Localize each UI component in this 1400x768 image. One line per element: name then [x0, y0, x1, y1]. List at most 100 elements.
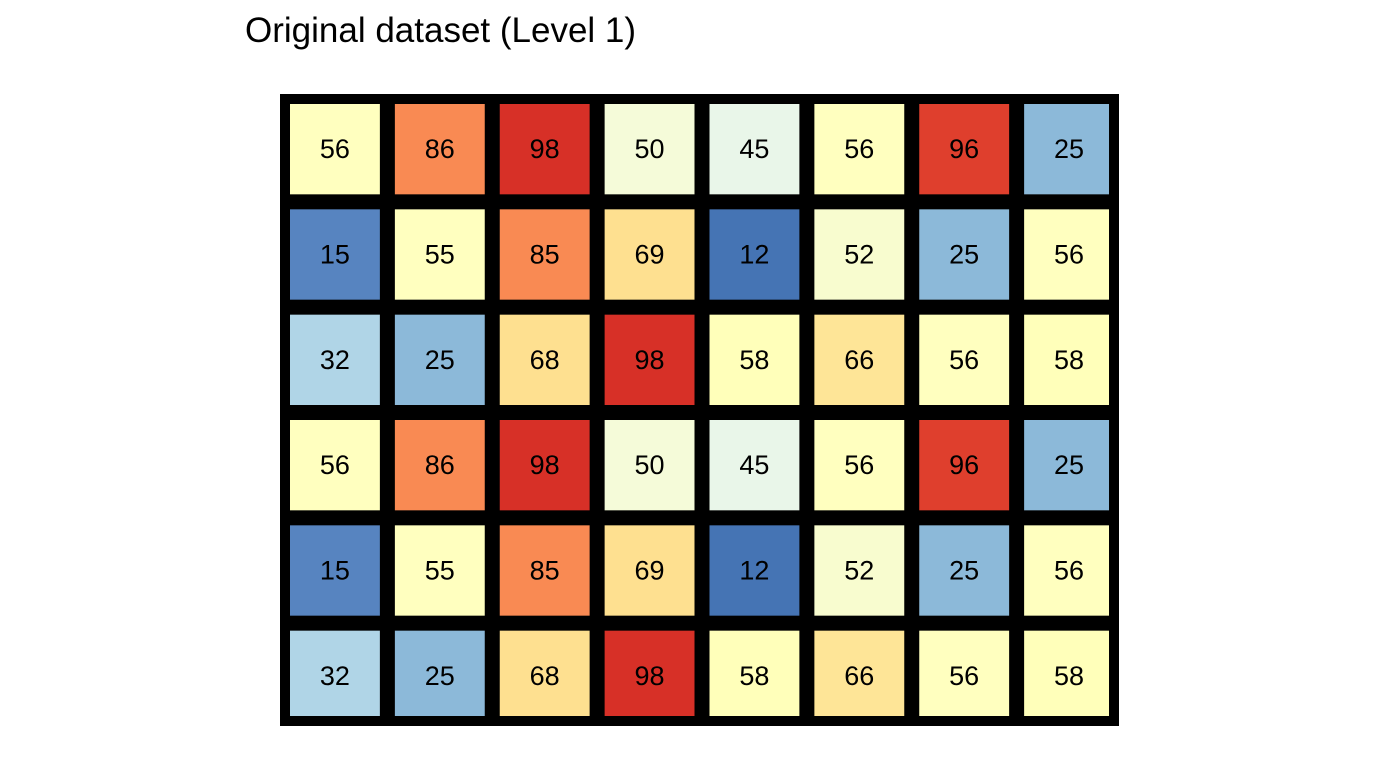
- heatmap-cell: [290, 525, 380, 616]
- heatmap-cell-label: 15: [320, 240, 350, 270]
- heatmap-cell: [1024, 104, 1109, 195]
- heatmap-cell: [1024, 209, 1109, 300]
- heatmap-cell-label: 56: [1054, 556, 1084, 586]
- heatmap-cell-label: 68: [530, 661, 560, 691]
- heatmap-cell-label: 56: [949, 661, 979, 691]
- chart-title: Original dataset (Level 1): [245, 11, 637, 50]
- heatmap-cell-label: 98: [530, 134, 560, 164]
- heatmap-cell: [499, 630, 590, 716]
- heatmap-cell-label: 66: [844, 345, 874, 375]
- heatmap-cell: [814, 420, 905, 511]
- heatmap-cell: [1024, 314, 1109, 405]
- heatmap-cell-label: 56: [320, 134, 350, 164]
- heatmap-cell: [709, 525, 800, 616]
- heatmap-cell-label: 58: [739, 661, 769, 691]
- heatmap-cell-label: 56: [949, 345, 979, 375]
- heatmap-cell: [919, 209, 1010, 300]
- heatmap-cell-label: 56: [844, 450, 874, 480]
- heatmap-cell-label: 58: [1054, 345, 1084, 375]
- heatmap-cell-label: 69: [635, 240, 665, 270]
- heatmap-cell-label: 50: [635, 450, 665, 480]
- heatmap-cell: [814, 104, 905, 195]
- heatmap-cell: [499, 209, 590, 300]
- heatmap-cell-label: 85: [530, 240, 560, 270]
- heatmap-cell: [814, 525, 905, 616]
- heatmap-cell-label: 69: [635, 556, 665, 586]
- heatmap-cell: [499, 104, 590, 195]
- heatmap-cell: [919, 104, 1010, 195]
- heatmap-cell: [919, 630, 1010, 716]
- heatmap-cell-label: 56: [320, 450, 350, 480]
- heatmap-cell-label: 66: [844, 661, 874, 691]
- heatmap-cell: [290, 420, 380, 511]
- heatmap-cell: [1024, 525, 1109, 616]
- heatmap-cell-label: 32: [320, 661, 350, 691]
- heatmap-grid-border: [280, 94, 1119, 726]
- heatmap-cell: [499, 314, 590, 405]
- heatmap-cell-label: 86: [425, 134, 455, 164]
- heatmap-cell-label: 56: [1054, 240, 1084, 270]
- heatmap-cell-label: 98: [635, 661, 665, 691]
- heatmap-cell-label: 15: [320, 556, 350, 586]
- heatmap-cell-label: 50: [635, 134, 665, 164]
- heatmap-cell: [709, 630, 800, 716]
- heatmap-cell-label: 58: [1054, 661, 1084, 691]
- heatmap-cell-label: 68: [530, 345, 560, 375]
- heatmap-cell: [709, 420, 800, 511]
- heatmap-cell: [814, 630, 905, 716]
- heatmap-cell: [499, 525, 590, 616]
- heatmap-cell: [919, 314, 1010, 405]
- heatmap-cell: [814, 209, 905, 300]
- heatmap-cell-label: 12: [739, 240, 769, 270]
- heatmap-cell: [919, 525, 1010, 616]
- heatmap-cell: [814, 314, 905, 405]
- heatmap-cell-label: 25: [425, 661, 455, 691]
- heatmap-cell: [1024, 420, 1109, 511]
- heatmap-cell-label: 98: [530, 450, 560, 480]
- heatmap-cell-label: 55: [425, 240, 455, 270]
- heatmap-cell: [604, 104, 695, 195]
- heatmap-cell-label: 56: [844, 134, 874, 164]
- heatmap-cell-label: 96: [949, 450, 979, 480]
- heatmap-cell-label: 98: [635, 345, 665, 375]
- heatmap-cell-label: 52: [844, 556, 874, 586]
- heatmap-cell-label: 32: [320, 345, 350, 375]
- heatmap-cell-label: 52: [844, 240, 874, 270]
- heatmap-cell: [394, 209, 485, 300]
- heatmap-cell: [604, 314, 695, 405]
- heatmap-cell-label: 25: [425, 345, 455, 375]
- heatmap-cell: [290, 314, 380, 405]
- heatmap-cell: [604, 420, 695, 511]
- heatmap-cell: [604, 525, 695, 616]
- heatmap-cell: [1024, 630, 1109, 716]
- heatmap-cell-label: 25: [1054, 450, 1084, 480]
- heatmap-cell: [709, 314, 800, 405]
- heatmap-cell-label: 86: [425, 450, 455, 480]
- heatmap-cell: [604, 630, 695, 716]
- heatmap-cell: [290, 104, 380, 195]
- heatmap-cell-label: 25: [1054, 134, 1084, 164]
- heatmap-cell: [499, 420, 590, 511]
- heatmap-cell-label: 25: [949, 556, 979, 586]
- heatmap-cell-label: 25: [949, 240, 979, 270]
- heatmap-cell: [709, 209, 800, 300]
- heatmap-cell: [394, 314, 485, 405]
- heatmap-cell: [394, 104, 485, 195]
- heatmap-cell: [709, 104, 800, 195]
- heatmap-cell: [290, 209, 380, 300]
- heatmap-cell: [919, 420, 1010, 511]
- heatmap-cell: [394, 420, 485, 511]
- heatmap-cell-label: 12: [739, 556, 769, 586]
- heatmap-cell-label: 45: [739, 450, 769, 480]
- heatmap-cell: [394, 630, 485, 716]
- heatmap-cell-label: 58: [739, 345, 769, 375]
- heatmap-cell: [604, 209, 695, 300]
- heatmap-cell-label: 45: [739, 134, 769, 164]
- heatmap-cell: [394, 525, 485, 616]
- heatmap-cell-label: 55: [425, 556, 455, 586]
- heatmap-cell-label: 85: [530, 556, 560, 586]
- heatmap-cell: [290, 630, 380, 716]
- heatmap-cell-label: 96: [949, 134, 979, 164]
